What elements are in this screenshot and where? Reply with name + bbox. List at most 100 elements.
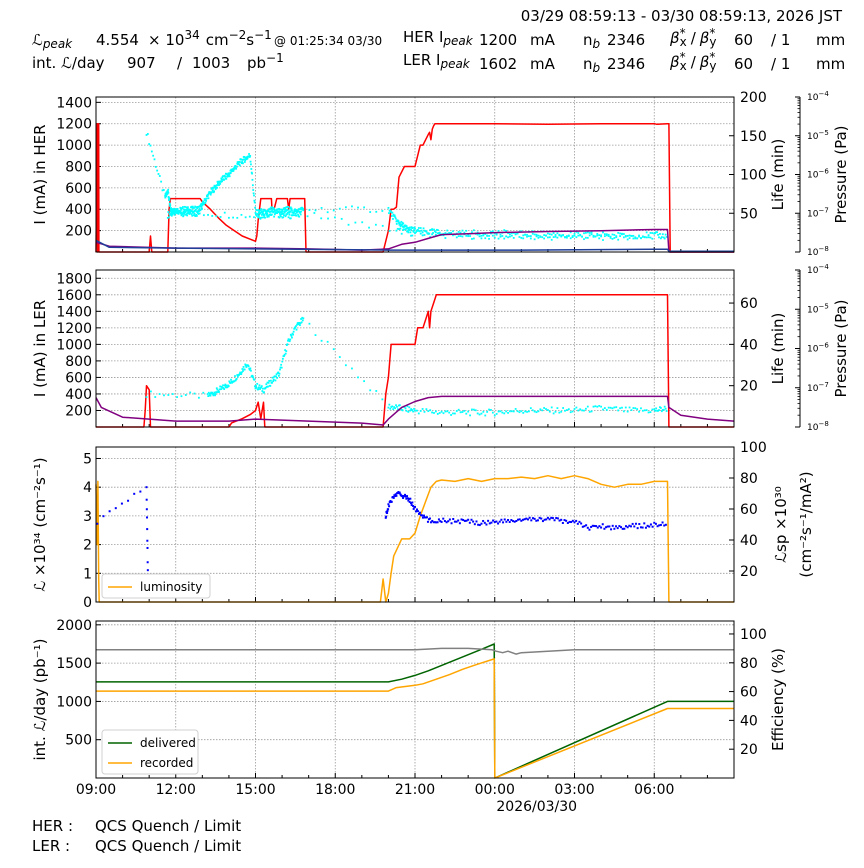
ler-life-point xyxy=(412,410,415,413)
her-life-point xyxy=(242,158,245,161)
ler-life-point xyxy=(567,408,570,411)
ler-life-point xyxy=(209,394,212,397)
ler-life-point xyxy=(505,410,508,413)
lumi-specific-point xyxy=(465,519,468,522)
her-life-point xyxy=(218,181,221,184)
her-life-point xyxy=(394,217,397,220)
ler-life-point xyxy=(414,409,416,412)
her-life-point xyxy=(289,217,292,220)
her-life-point xyxy=(183,209,186,212)
ler-life-point xyxy=(211,391,214,394)
ler-life-point xyxy=(231,381,234,384)
her-life-point xyxy=(665,236,668,238)
ler-pressure-tick-label: 10−5 xyxy=(807,302,829,315)
ler-life-point xyxy=(242,370,244,372)
her-life-point xyxy=(297,208,300,211)
ler-life-point xyxy=(375,390,378,392)
ler-life-point xyxy=(277,374,280,377)
ler-life-point xyxy=(202,391,205,394)
ler-ytick-label: 1400 xyxy=(56,304,92,320)
her-life-point xyxy=(394,216,397,219)
lumi-specific-point xyxy=(593,524,596,527)
her-ytick-label: 1400 xyxy=(56,95,92,111)
lumi-specific-point xyxy=(633,525,636,528)
her-life-point xyxy=(539,235,542,238)
her-life-point xyxy=(170,214,173,217)
her-life-point xyxy=(233,167,236,170)
her-life-point xyxy=(444,232,447,234)
her-life-point xyxy=(259,209,262,212)
ler-life-point xyxy=(590,410,593,413)
her-nb-value: 2346 xyxy=(607,31,645,49)
ler-life-point xyxy=(208,394,211,397)
her-life-point xyxy=(488,234,490,237)
ler-life-point xyxy=(351,367,353,370)
ler-life-point xyxy=(537,410,540,413)
her-life-point xyxy=(198,205,200,208)
ler-life-point xyxy=(472,408,475,411)
her-life-point xyxy=(257,216,260,219)
ler-life-point xyxy=(630,409,633,412)
lumi-specific-point xyxy=(525,517,528,520)
ler-life-point xyxy=(244,364,247,367)
lumi-specific-point xyxy=(108,510,111,513)
her-life-point xyxy=(180,214,183,217)
lumi-y2tick-label: 80 xyxy=(740,471,758,487)
lumi-specific-point xyxy=(596,526,599,529)
lumi-specific-point xyxy=(541,520,544,523)
ler-life-point xyxy=(218,388,221,391)
lumi-specific-point xyxy=(468,521,471,524)
her-life-point xyxy=(368,226,370,229)
lumi-specific-point xyxy=(531,517,534,520)
lumi-specific-point xyxy=(473,523,476,526)
her-life-point xyxy=(541,236,544,239)
her-life-point xyxy=(480,234,483,237)
ler-life-point xyxy=(225,384,228,387)
ler-life-point xyxy=(392,408,395,411)
her-life-point xyxy=(285,206,288,209)
lumi-specific-point xyxy=(401,495,404,498)
her-life-point xyxy=(600,235,602,238)
lumi-ytick-label: 2 xyxy=(83,538,92,554)
her-life-point xyxy=(236,161,239,163)
her-life-point xyxy=(390,215,393,217)
her-life-point xyxy=(239,164,241,167)
lumi-specific-point xyxy=(432,521,435,524)
her-life-point xyxy=(407,231,410,234)
ler-life-point xyxy=(272,380,275,383)
ler-life-point xyxy=(429,409,432,412)
her-life-point xyxy=(219,216,222,218)
her-life-point xyxy=(495,233,498,236)
ler-life-point xyxy=(215,391,218,393)
her-life-point xyxy=(284,215,287,218)
her-life-point xyxy=(211,215,214,217)
her-life-point xyxy=(452,230,454,233)
lumi-specific-point xyxy=(585,524,588,527)
lumi-specific-point xyxy=(495,520,498,523)
her-life-point xyxy=(205,199,208,202)
ler-life-point xyxy=(641,409,644,412)
ler-life-point xyxy=(234,379,237,382)
her-life-point xyxy=(243,158,246,161)
intlumi-xtick-label: 15:00 xyxy=(235,782,275,798)
her-life-point xyxy=(432,232,434,234)
her-life-point xyxy=(611,237,614,240)
her-life-point xyxy=(434,231,437,234)
her-life-point xyxy=(482,234,485,237)
her-life-point xyxy=(520,230,523,233)
lumi-specific-point xyxy=(601,523,604,526)
her-life-point xyxy=(556,236,559,239)
lumi-specific-point xyxy=(661,521,664,524)
ler-life-point xyxy=(400,408,403,411)
her-life-point xyxy=(215,184,218,187)
her-life-point xyxy=(410,226,413,229)
her-life-point xyxy=(381,224,384,227)
her-life-point xyxy=(391,211,394,214)
her-life-point xyxy=(476,233,479,236)
her-life-point xyxy=(617,231,620,234)
ler-life-point xyxy=(626,410,629,413)
her-life-point xyxy=(170,207,172,209)
ler-frame xyxy=(95,269,735,428)
her-life-point xyxy=(573,234,576,237)
her-life-point xyxy=(201,203,204,206)
